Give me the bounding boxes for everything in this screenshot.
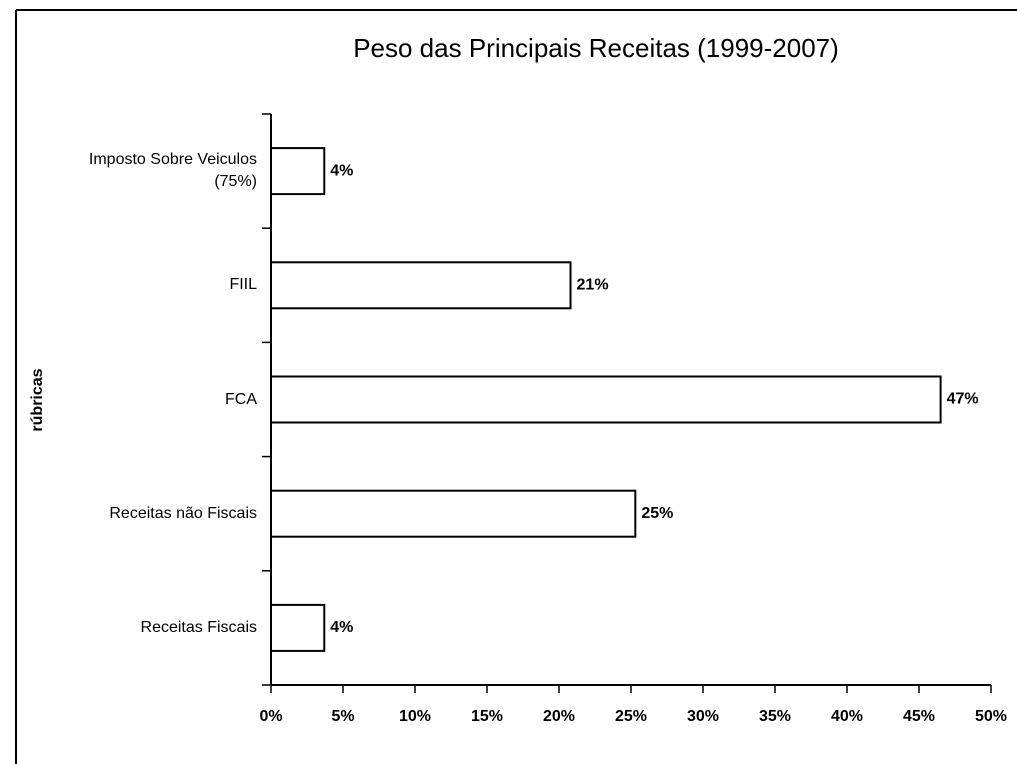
chart-title: Peso das Principais Receitas (1999-2007) — [353, 33, 839, 63]
y-axis-label: rúbricas — [29, 368, 46, 431]
y-tick-label: Receitas não Fiscais — [109, 504, 257, 522]
data-label: 25% — [641, 505, 673, 522]
x-tick-label: 5% — [331, 708, 354, 725]
data-label: 4% — [330, 162, 353, 179]
y-tick-label: FIIL — [229, 276, 257, 294]
x-tick-label: 0% — [259, 708, 282, 725]
y-tick-label: Receitas Fiscais — [140, 618, 257, 636]
bar — [270, 147, 326, 196]
x-tick-label: 45% — [903, 708, 935, 725]
data-label: 4% — [330, 619, 353, 636]
data-label: 21% — [577, 277, 609, 294]
data-label: 47% — [947, 391, 979, 408]
x-tick-label: 10% — [399, 708, 431, 725]
x-tick-label: 15% — [471, 708, 503, 725]
bar — [270, 489, 637, 538]
bar — [270, 261, 572, 310]
x-tick-label: 50% — [975, 708, 1007, 725]
x-tick-label: 25% — [615, 708, 647, 725]
bar — [270, 603, 326, 652]
x-tick-label: 30% — [687, 708, 719, 725]
y-tick-label: FCA — [225, 390, 257, 408]
bar — [270, 375, 942, 424]
x-tick-label: 35% — [759, 708, 791, 725]
x-tick-label: 20% — [543, 708, 575, 725]
x-tick-label: 40% — [831, 708, 863, 725]
y-tick-label: Imposto Sobre Veiculos (75%) — [88, 151, 257, 191]
